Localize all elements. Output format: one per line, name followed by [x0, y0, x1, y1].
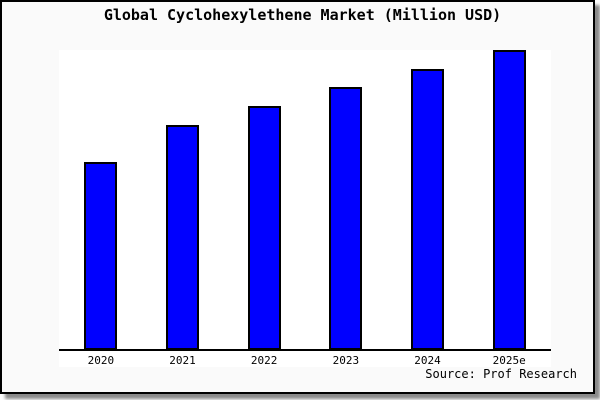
- x-tick-labels: 2020 2021 2022 2023 2024 2025e: [60, 354, 550, 368]
- bar-2025e: [492, 50, 526, 350]
- x-tick-label-2020: 2020: [87, 354, 115, 367]
- source-label: Source: Prof Research: [425, 367, 577, 381]
- bar-2023: [329, 87, 363, 350]
- x-tick-label-2024: 2024: [414, 354, 441, 367]
- x-tick-label-2025e: 2025e: [492, 354, 526, 367]
- x-tick-label-2022: 2022: [250, 354, 278, 367]
- bar-2022: [247, 106, 281, 350]
- plot-area: [59, 50, 551, 367]
- x-axis-line: [59, 349, 551, 351]
- x-tick-label-2023: 2023: [332, 354, 360, 367]
- bar-2021: [166, 125, 199, 350]
- bars-layer: [60, 50, 550, 350]
- bar-2020: [84, 162, 118, 350]
- bar-2024: [411, 69, 444, 350]
- chart-title: Global Cyclohexylethene Market (Million …: [103, 6, 502, 24]
- x-tick-label-2021: 2021: [169, 354, 196, 367]
